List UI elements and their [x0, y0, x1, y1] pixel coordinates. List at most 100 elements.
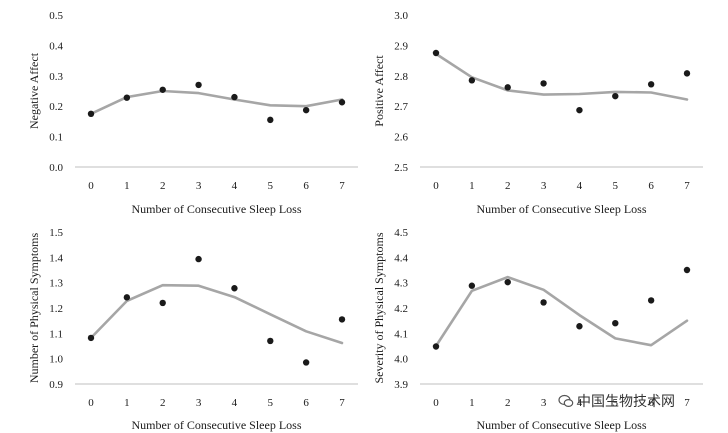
wechat-icon — [558, 394, 574, 408]
data-point — [231, 93, 238, 101]
y-tick-label: 3.0 — [394, 10, 408, 22]
fitted-line — [89, 283, 344, 345]
x-tick-label: 6 — [648, 397, 654, 409]
chart-panel-2: 2.5 2.6 2.7 2.8 2.9 3.0 0 1 2 3 4 5 6 7 Number of Cons… — [372, 10, 703, 216]
y-tick-label: 3.9 — [394, 379, 408, 391]
x-tick-label: 0 — [433, 397, 439, 409]
y-tick-label: 1.2 — [49, 303, 63, 315]
data-point — [647, 297, 655, 304]
x-tick-label: 4 — [232, 180, 238, 192]
data-point — [195, 81, 202, 89]
x-tick-label: 3 — [196, 397, 202, 409]
x-tick-label: 5 — [268, 397, 274, 409]
data-point — [468, 77, 476, 84]
y-axis-title: Positive Affect — [372, 55, 386, 127]
data-point — [576, 106, 583, 114]
data-point — [576, 323, 583, 330]
y-tick-label: 0.9 — [49, 379, 63, 391]
data-point — [540, 80, 547, 87]
data-point — [302, 106, 310, 114]
y-tick-label: 4.3 — [394, 278, 408, 290]
x-tick-label: 5 — [613, 180, 619, 192]
fitted-line — [434, 275, 689, 348]
x-tick-label: 1 — [124, 180, 130, 192]
x-tick-label: 7 — [339, 180, 345, 192]
y-tick-label: 4.4 — [394, 252, 408, 264]
x-tick-label: 2 — [160, 397, 166, 409]
x-tick-label: 2 — [160, 180, 166, 192]
fitted-line — [434, 52, 689, 101]
data-point — [267, 116, 274, 124]
chart-panel-3: 0.9 1.0 1.1 1.2 1.3 1.4 1.5 0 1 2 3 4 5 6 7 Number of C… — [27, 227, 358, 432]
y-tick-label: 2.6 — [394, 132, 408, 144]
x-tick-label: 1 — [124, 397, 130, 409]
y-tick-label: 0.0 — [49, 162, 63, 174]
data-point — [683, 266, 691, 274]
data-point — [504, 278, 511, 286]
x-tick-label: 0 — [433, 180, 439, 192]
x-tick-label: 7 — [684, 180, 690, 192]
y-tick-label: 1.4 — [49, 252, 63, 264]
data-point — [540, 299, 547, 306]
y-tick-label: 1.5 — [49, 227, 63, 239]
data-point — [504, 84, 511, 91]
x-tick-label: 4 — [232, 397, 238, 409]
y-tick-label: 2.8 — [394, 71, 408, 83]
x-tick-label: 6 — [303, 180, 309, 192]
x-tick-label: 5 — [268, 180, 274, 192]
x-tick-label: 5 — [613, 397, 619, 409]
x-tick-label: 2 — [505, 180, 511, 192]
data-point — [612, 320, 619, 327]
data-point — [338, 99, 346, 106]
data-point — [87, 110, 95, 118]
y-tick-label: 4.5 — [394, 227, 408, 239]
watermark-text: 中国生物技术网 — [577, 394, 675, 410]
y-tick-label: 1.3 — [49, 278, 63, 290]
x-tick-label: 6 — [303, 397, 309, 409]
watermark: 中国生物技术网 — [558, 391, 675, 411]
data-point — [432, 49, 440, 57]
x-tick-label: 7 — [684, 397, 690, 409]
y-tick-label: 0.5 — [49, 10, 63, 22]
y-tick-label: 1.0 — [49, 354, 63, 366]
data-point — [195, 255, 202, 263]
y-tick-label: 0.2 — [49, 101, 63, 113]
y-tick-label: 2.5 — [394, 162, 408, 174]
x-tick-label: 0 — [88, 397, 94, 409]
y-tick-label: 0.1 — [49, 132, 63, 144]
x-tick-label: 7 — [339, 397, 345, 409]
chart-panel-4: 3.9 4.0 4.1 4.2 4.3 4.4 4.5 0 1 2 3 4 5 6 7 Number of C… — [372, 227, 703, 432]
x-tick-label: 6 — [648, 180, 654, 192]
y-tick-label: 2.9 — [394, 40, 408, 52]
data-point — [159, 86, 166, 93]
x-tick-label: 0 — [88, 180, 94, 192]
data-point — [647, 81, 655, 88]
data-point — [87, 334, 95, 342]
x-axis-title: Number of Consecutive Sleep Loss — [477, 202, 647, 216]
y-axis-title: Severity of Physical Symptoms — [372, 232, 386, 383]
x-tick-label: 1 — [469, 180, 475, 192]
data-point — [338, 316, 346, 323]
data-point — [123, 294, 131, 301]
data-point — [302, 359, 310, 366]
data-point — [267, 337, 274, 345]
y-tick-label: 1.1 — [49, 328, 63, 340]
y-axis-title: Number of Physical Symptoms — [27, 233, 41, 384]
data-point — [468, 282, 476, 289]
x-axis-title: Number of Consecutive Sleep Loss — [132, 418, 302, 432]
x-tick-label: 4 — [577, 180, 583, 192]
x-tick-label: 3 — [541, 397, 547, 409]
x-tick-label: 4 — [577, 397, 583, 409]
y-tick-label: 4.0 — [394, 354, 408, 366]
x-tick-label: 3 — [196, 180, 202, 192]
y-tick-label: 0.4 — [49, 40, 63, 52]
x-axis-title: Number of Consecutive Sleep Loss — [477, 418, 647, 432]
data-point — [123, 94, 131, 101]
fitted-line — [89, 89, 344, 116]
data-point — [231, 285, 238, 292]
data-point — [432, 343, 440, 350]
data-point — [612, 92, 619, 100]
y-axis-title: Negative Affect — [27, 52, 41, 129]
y-tick-label: 4.1 — [394, 328, 408, 340]
